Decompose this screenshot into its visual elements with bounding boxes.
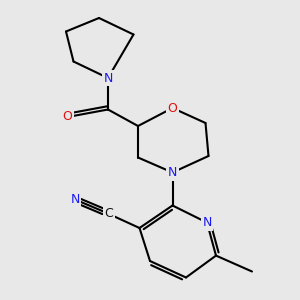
Text: N: N xyxy=(202,216,212,229)
Text: O: O xyxy=(63,110,72,124)
Text: N: N xyxy=(103,71,113,85)
Text: N: N xyxy=(70,193,80,206)
Text: C: C xyxy=(104,207,113,220)
Text: O: O xyxy=(168,101,177,115)
Text: N: N xyxy=(168,166,177,179)
